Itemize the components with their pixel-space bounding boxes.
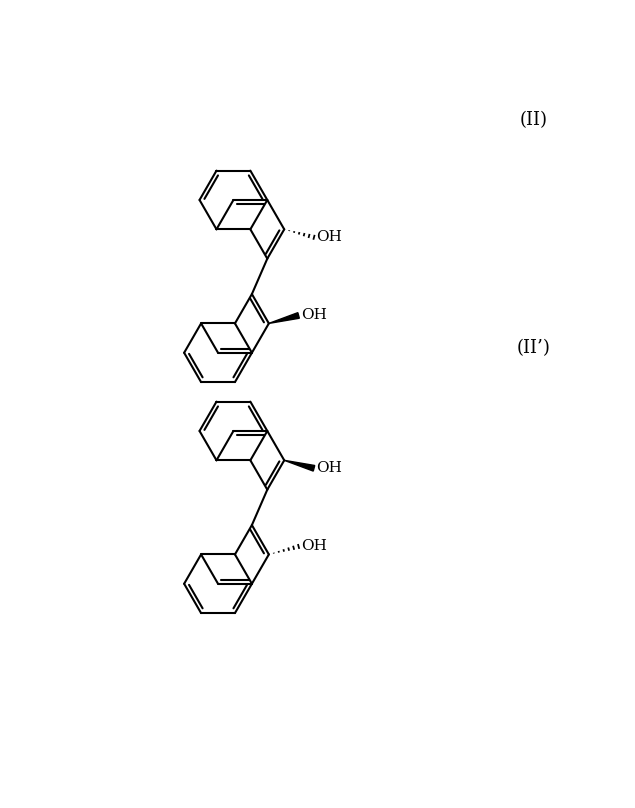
Text: OH: OH [316,461,342,475]
Text: (II): (II) [519,111,548,129]
Text: OH: OH [316,230,342,244]
Text: (II’): (II’) [517,339,551,357]
Polygon shape [284,461,315,471]
Text: OH: OH [301,540,327,553]
Text: OH: OH [301,309,327,322]
Polygon shape [269,313,299,323]
